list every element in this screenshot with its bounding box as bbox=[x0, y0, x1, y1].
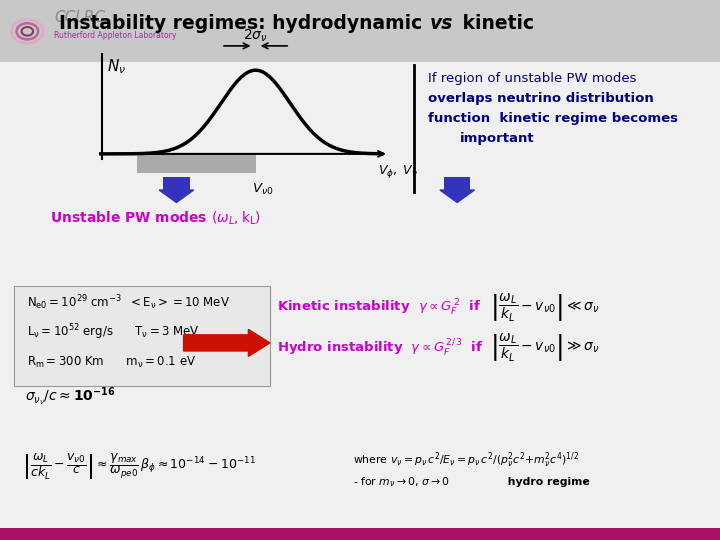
Text: $\mathrm{N_{e0} = 10^{29}}$ cm$^{-3}$  $\mathrm{<E_{\nu}>=10}$ MeV: $\mathrm{N_{e0} = 10^{29}}$ cm$^{-3}$ $\… bbox=[27, 293, 230, 312]
Text: $\sigma_{\nu_\nu}/c \approx \mathbf{10^{-16}}$: $\sigma_{\nu_\nu}/c \approx \mathbf{10^{… bbox=[25, 386, 116, 408]
Text: Rutherford Appleton Laboratory: Rutherford Appleton Laboratory bbox=[54, 31, 176, 40]
Text: Instability regimes: hydrodynamic: Instability regimes: hydrodynamic bbox=[58, 14, 428, 33]
Bar bbox=[0, 0, 720, 62]
Bar bbox=[444, 177, 470, 190]
Text: $\mathrm{R_m = 300}$ Km      $\mathrm{m_{\nu} = 0.1}$ eV: $\mathrm{R_m = 300}$ Km $\mathrm{m_{\nu}… bbox=[27, 355, 197, 370]
Text: where $v_\nu= p_\nu\,c^2/E_\nu= p_\nu\,c^2/(p_\nu^2c^2{+}m_\nu^2c^4)^{1/2}$: where $v_\nu= p_\nu\,c^2/E_\nu= p_\nu\,c… bbox=[353, 450, 579, 470]
Text: -: - bbox=[576, 477, 587, 487]
Text: CCLRC: CCLRC bbox=[54, 10, 105, 25]
Text: $\left|\dfrac{\omega_L}{k_L} - v_{\nu 0}\right| \gg \sigma_{\nu}$: $\left|\dfrac{\omega_L}{k_L} - v_{\nu 0}… bbox=[490, 332, 600, 365]
Text: $2\sigma_{\nu}$: $2\sigma_{\nu}$ bbox=[243, 28, 268, 44]
Text: hydro regime: hydro regime bbox=[504, 477, 593, 487]
Bar bbox=[163, 177, 189, 190]
Polygon shape bbox=[440, 190, 474, 202]
Text: $\left|\dfrac{\omega_L}{ck_L} - \dfrac{v_{\nu 0}}{c}\right| \approx \dfrac{\gamm: $\left|\dfrac{\omega_L}{ck_L} - \dfrac{v… bbox=[22, 452, 256, 482]
Text: $\left|\dfrac{\omega_L}{k_L} - v_{\nu 0}\right| \ll \sigma_{\nu}$: $\left|\dfrac{\omega_L}{k_L} - v_{\nu 0}… bbox=[490, 292, 600, 324]
Text: If region of unstable PW modes: If region of unstable PW modes bbox=[428, 72, 637, 85]
Text: $V_{\phi},\; V_{\nu}$: $V_{\phi},\; V_{\nu}$ bbox=[378, 163, 418, 180]
Text: kinetic: kinetic bbox=[456, 14, 534, 33]
Text: $\mathrm{L_{\nu} = 10^{52}}$ erg/s      $\mathrm{T_{\nu} = 3}$ MeV: $\mathrm{L_{\nu} = 10^{52}}$ erg/s $\mat… bbox=[27, 322, 200, 342]
Bar bbox=[137, 154, 256, 173]
Bar bbox=[0, 528, 720, 540]
Text: important: important bbox=[459, 132, 534, 145]
Text: vs: vs bbox=[430, 14, 453, 33]
Text: $V_{\nu 0}$: $V_{\nu 0}$ bbox=[252, 181, 274, 197]
Text: Kinetic instability  $\gamma \propto G_F^{\,2}$  if: Kinetic instability $\gamma \propto G_F^… bbox=[277, 298, 481, 318]
Text: - for $m_\nu \rightarrow 0$, $\sigma \rightarrow 0$: - for $m_\nu \rightarrow 0$, $\sigma \ri… bbox=[353, 475, 449, 489]
Text: Unstable PW modes $(\omega_L,\mathrm{k_L})$: Unstable PW modes $(\omega_L,\mathrm{k_L… bbox=[50, 210, 261, 227]
Text: function  kinetic regime becomes: function kinetic regime becomes bbox=[428, 112, 678, 125]
FancyBboxPatch shape bbox=[14, 286, 270, 386]
Text: $N_{\nu}$: $N_{\nu}$ bbox=[107, 57, 125, 76]
FancyArrow shape bbox=[184, 329, 270, 356]
Polygon shape bbox=[159, 190, 194, 202]
Text: overlaps neutrino distribution: overlaps neutrino distribution bbox=[428, 92, 654, 105]
Text: Hydro instability  $\gamma \propto G_F^{\,2/3}$  if: Hydro instability $\gamma \propto G_F^{\… bbox=[277, 338, 483, 359]
